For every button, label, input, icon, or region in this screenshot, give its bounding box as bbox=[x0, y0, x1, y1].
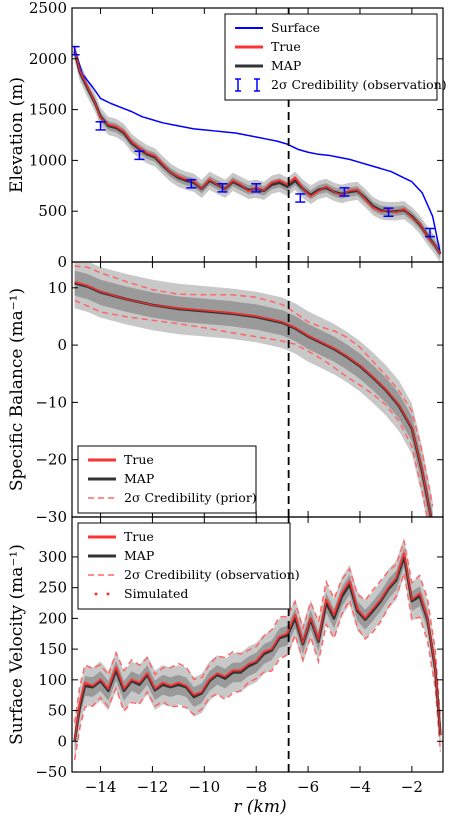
x-axis-label: r (km) bbox=[233, 797, 286, 817]
legend-item: True bbox=[88, 529, 154, 544]
y-tick-label: −20 bbox=[35, 451, 67, 469]
true-line-overlay bbox=[74, 553, 442, 742]
error-bar bbox=[339, 187, 350, 197]
velocity-panel: −50 0 50 100 150 200 250 300 −14 −12 −10 −8 −6 −4 −2 Su… bbox=[7, 516, 444, 796]
credibility-line-upper bbox=[74, 265, 434, 507]
legend-item: 2σ Credibility (observation) bbox=[88, 567, 300, 582]
plot-area bbox=[73, 517, 442, 772]
legend-item: 2σ Credibility (prior) bbox=[88, 490, 257, 505]
y-tick-label: 10 bbox=[48, 279, 67, 297]
legend-swatch bbox=[106, 592, 110, 596]
y-axis-label: Surface Velocity (ma⁻¹) bbox=[7, 544, 27, 745]
legend-label: True bbox=[271, 39, 301, 54]
axes-frame bbox=[71, 516, 444, 773]
credibility-line-lower bbox=[73, 572, 442, 760]
y-tick-label: 100 bbox=[38, 671, 67, 689]
error-bar bbox=[95, 121, 106, 131]
x-tick-label: −10 bbox=[188, 778, 220, 796]
legend-swatch bbox=[94, 592, 98, 596]
balance-panel: −30 −20 −10 0 10 Specific Balance (ma⁻¹) True M… bbox=[7, 261, 444, 526]
plot-area bbox=[72, 8, 442, 262]
inner-band bbox=[74, 547, 441, 752]
true-line-overlay bbox=[74, 281, 432, 517]
error-bar bbox=[425, 227, 436, 238]
y-tick-label: 0 bbox=[57, 336, 67, 354]
map-line bbox=[73, 555, 442, 742]
y-tick-label: 0 bbox=[57, 253, 67, 271]
error-bar bbox=[186, 178, 197, 189]
legend-item: True bbox=[88, 452, 154, 467]
error-bar bbox=[134, 150, 145, 161]
error-bar bbox=[383, 207, 394, 218]
legend-label: 2σ Credibility (prior) bbox=[124, 490, 257, 505]
y-tick-label: 2500 bbox=[29, 0, 67, 17]
error-bar bbox=[251, 183, 262, 193]
legend: True MAP 2σ Credibility (observation) Simul… bbox=[77, 522, 300, 610]
y-tick-label: 1000 bbox=[29, 151, 67, 169]
error-bar bbox=[72, 45, 80, 56]
legend: Surface True MAP 2σ Credibility (observatio… bbox=[224, 13, 447, 101]
error-bar bbox=[217, 183, 228, 193]
legend-label: Simulated bbox=[124, 586, 188, 601]
surface-line bbox=[73, 48, 442, 255]
x-tick-label: −2 bbox=[401, 778, 423, 796]
legend-label: MAP bbox=[124, 471, 154, 486]
legend-label: True bbox=[124, 529, 154, 544]
y-axis-label: Elevation (m) bbox=[7, 77, 27, 193]
legend-item: MAP bbox=[88, 548, 154, 563]
y-tick-label: 2000 bbox=[29, 50, 67, 68]
y-tick-label: −50 bbox=[35, 763, 67, 781]
x-tick-label: −4 bbox=[349, 778, 371, 796]
legend-item: True bbox=[235, 39, 301, 54]
legend-item: 2σ Credibility (observation) bbox=[235, 77, 447, 92]
x-tick-label: −6 bbox=[297, 778, 319, 796]
y-tick-label: 500 bbox=[38, 202, 67, 220]
y-tick-label: 1500 bbox=[29, 101, 67, 119]
elevation-panel: 0 500 1000 1500 2000 2500 Elevation (m) Surface… bbox=[7, 0, 447, 271]
x-tick-label: −12 bbox=[137, 778, 169, 796]
outer-band bbox=[74, 262, 433, 517]
legend-item: Surface bbox=[235, 20, 320, 35]
y-tick-label: 200 bbox=[38, 609, 67, 627]
y-tick-label: −10 bbox=[35, 393, 67, 411]
legend-item: Simulated bbox=[94, 586, 188, 601]
y-tick-label: 250 bbox=[38, 579, 67, 597]
legend-label: Surface bbox=[271, 20, 320, 35]
y-tick-label: 50 bbox=[48, 702, 67, 720]
x-tick-label: −8 bbox=[245, 778, 267, 796]
y-axis-label: Specific Balance (ma⁻¹) bbox=[7, 288, 27, 491]
legend: True MAP 2σ Credibility (prior) bbox=[77, 445, 257, 514]
legend-label: MAP bbox=[124, 548, 154, 563]
y-tick-label: −30 bbox=[35, 508, 67, 526]
x-tick-label: −14 bbox=[85, 778, 117, 796]
legend-item: MAP bbox=[235, 58, 301, 73]
legend-label: MAP bbox=[271, 58, 301, 73]
legend-label: 2σ Credibility (observation) bbox=[124, 567, 300, 582]
error-bar bbox=[295, 193, 306, 203]
legend-label: 2σ Credibility (observation) bbox=[271, 77, 447, 92]
credibility-line-upper bbox=[73, 540, 442, 723]
credibility-line-lower bbox=[74, 299, 428, 517]
plot-area bbox=[74, 262, 434, 517]
legend-item: MAP bbox=[88, 471, 154, 486]
legend-label: True bbox=[124, 452, 154, 467]
y-tick-label: 150 bbox=[38, 640, 67, 658]
y-tick-label: 0 bbox=[57, 732, 67, 750]
y-tick-label: 300 bbox=[38, 548, 67, 566]
